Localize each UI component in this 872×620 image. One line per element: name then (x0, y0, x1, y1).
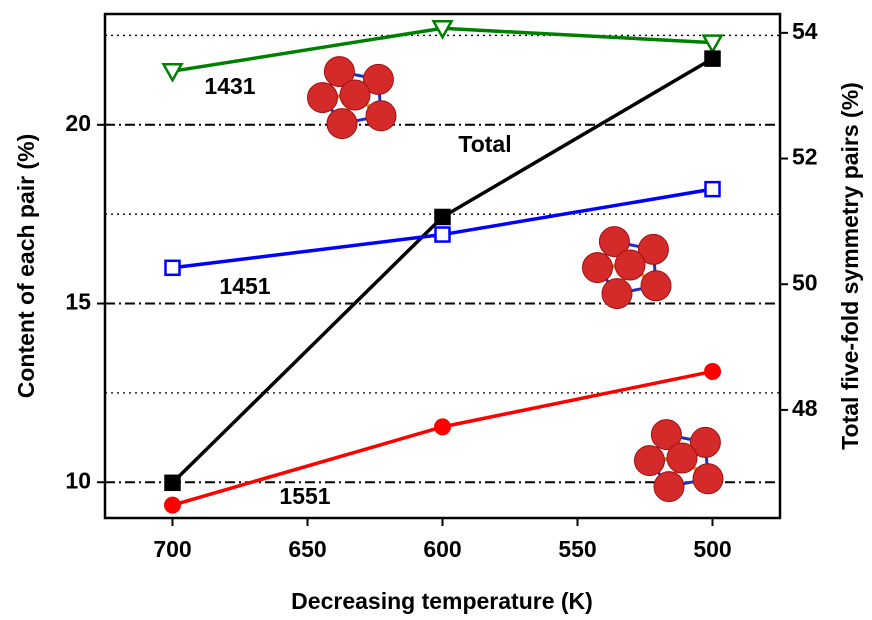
marker (704, 362, 721, 380)
y-tick-label: 15 (65, 289, 91, 315)
cluster-atom (653, 471, 685, 503)
cluster-atom (634, 445, 665, 477)
cluster-atom (339, 79, 371, 111)
marker (434, 226, 451, 243)
cluster-atom (689, 426, 721, 458)
cluster-atom (323, 56, 355, 88)
marker (431, 20, 454, 40)
x-tick-label: 650 (288, 536, 326, 562)
marker (704, 180, 721, 198)
marker (434, 208, 451, 226)
marker (164, 259, 181, 277)
marker (164, 496, 181, 514)
y2-tick-label: 48 (792, 395, 818, 421)
marker (701, 34, 724, 55)
series-line (172, 369, 713, 507)
y2-tick-label: 54 (792, 18, 818, 44)
series-label: 1431 (204, 73, 255, 99)
cluster-atom (582, 252, 613, 284)
y2-tick-label: 52 (792, 144, 818, 170)
y-tick-label: 10 (65, 467, 91, 493)
series-label: 1551 (279, 483, 330, 509)
x-tick-label: 600 (423, 536, 461, 562)
cluster-atom (640, 270, 672, 302)
x-axis-title: Decreasing temperature (K) (291, 588, 593, 614)
plot-frame (103, 12, 782, 520)
x-tick-label: 700 (153, 536, 191, 562)
marker (704, 50, 721, 67)
y-tick-label: 20 (65, 110, 91, 136)
y-axis-title: Content of each pair (%) (13, 134, 39, 399)
y2-tick-label: 50 (792, 269, 818, 295)
marker (164, 474, 181, 492)
cluster-atom (650, 419, 682, 451)
cluster-atom (666, 442, 698, 474)
cluster-atom (326, 108, 358, 140)
cluster-atom (598, 226, 630, 258)
cluster-atom (637, 233, 669, 265)
cluster-atom (692, 463, 724, 495)
series-label: Total (458, 131, 511, 157)
cluster-atom (365, 100, 397, 132)
x-tick-label: 500 (693, 536, 731, 562)
cluster-atom (362, 63, 394, 95)
cluster-atom (307, 82, 338, 114)
marker (434, 418, 451, 436)
cluster-atom (614, 249, 646, 281)
series-label: 1451 (219, 273, 270, 299)
x-tick-label: 550 (558, 536, 596, 562)
cluster-atom (601, 278, 633, 310)
marker (161, 62, 184, 83)
y2-axis-title: Total five-fold symmetry pairs (%) (837, 82, 863, 450)
